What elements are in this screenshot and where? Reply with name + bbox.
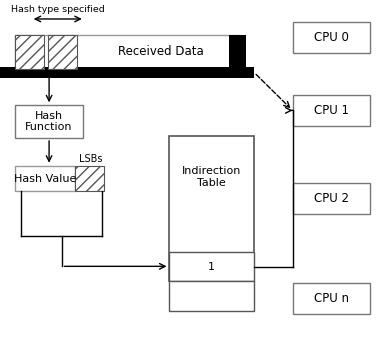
Bar [169,281,254,310]
Text: 1: 1 [208,262,215,272]
Bar [75,166,104,191]
Text: Hash
Function: Hash Function [25,111,73,132]
Bar [293,95,370,126]
Bar [15,34,239,69]
Bar [15,105,83,138]
Text: Indirection
Table: Indirection Table [182,166,241,188]
Bar [169,136,254,281]
Text: CPU n: CPU n [314,292,348,305]
Bar [229,34,246,69]
Bar [293,183,370,214]
Bar [15,34,44,69]
Bar [48,34,77,69]
Text: CPU 1: CPU 1 [314,104,348,117]
Text: Hash Value: Hash Value [14,174,77,184]
Bar [293,283,370,314]
Bar [15,166,75,191]
Text: Received Data: Received Data [118,45,203,58]
Bar [0,67,254,78]
Text: Hash type specified: Hash type specified [11,5,105,14]
Bar [169,252,254,281]
Text: LSBs: LSBs [79,154,102,164]
Bar [293,22,370,53]
Text: CPU 0: CPU 0 [314,31,348,45]
Text: CPU 2: CPU 2 [314,192,348,205]
